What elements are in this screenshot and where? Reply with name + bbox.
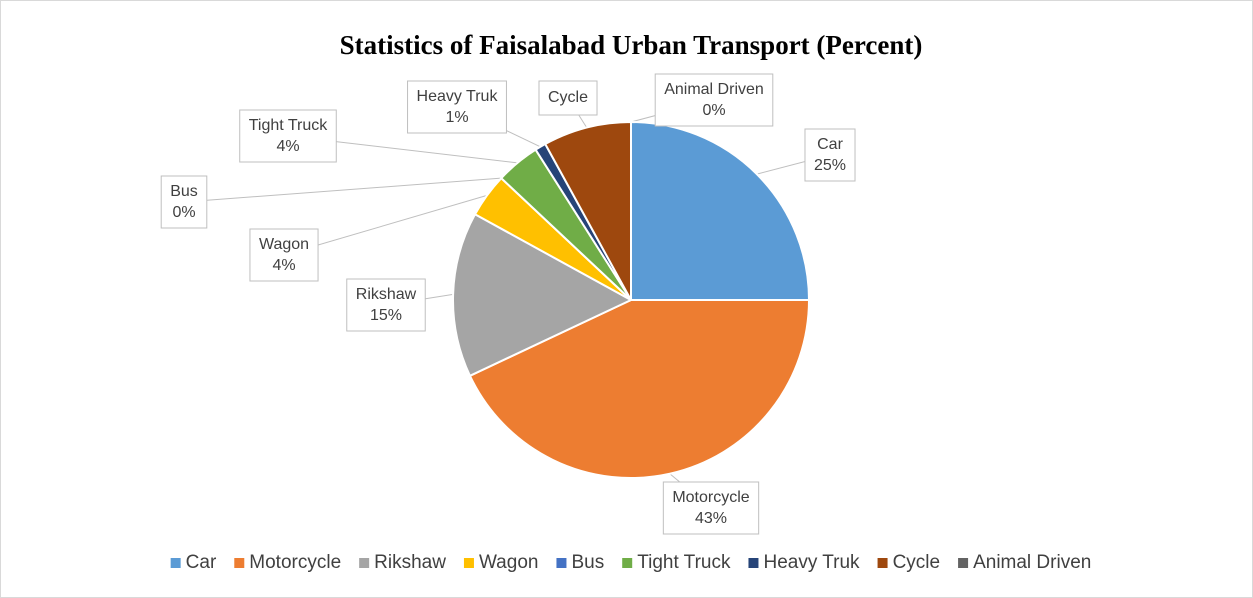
label-name: Wagon xyxy=(259,236,309,253)
legend-label: Wagon xyxy=(479,552,539,573)
legend-swatch xyxy=(463,558,474,568)
legend-label: Rikshaw xyxy=(374,552,446,573)
label-value: 0% xyxy=(172,204,195,221)
legend-swatch xyxy=(622,558,633,568)
label-name: Heavy Truk xyxy=(417,88,499,105)
label-name: Bus xyxy=(170,183,198,200)
legend-label: Motorcycle xyxy=(249,552,341,573)
legend-swatch xyxy=(556,558,567,568)
data-label: Bus 0% xyxy=(160,175,208,229)
label-value: 43% xyxy=(695,510,727,527)
data-label: Heavy Truk 1% xyxy=(407,80,507,134)
label-value: 4% xyxy=(276,138,299,155)
label-box xyxy=(804,128,856,182)
leader-line xyxy=(183,177,502,203)
label-box xyxy=(249,228,319,282)
legend-swatch xyxy=(359,558,370,568)
label-value: 0% xyxy=(702,102,725,119)
label-box xyxy=(407,80,507,134)
label-box xyxy=(538,80,598,116)
label-name: Rikshaw xyxy=(356,286,417,303)
legend-label: Animal Driven xyxy=(973,552,1091,573)
legend-label: Cycle xyxy=(893,552,941,573)
data-label: Car 25% xyxy=(804,128,856,182)
label-box xyxy=(346,278,426,332)
label-box xyxy=(239,109,337,163)
slices xyxy=(452,120,811,479)
label-box xyxy=(160,175,208,229)
legend-swatch xyxy=(170,558,181,568)
label-box xyxy=(654,73,774,127)
legend: Car Motorcycle Rikshaw Wagon Bus Tight Truck H… xyxy=(170,552,1091,573)
legend-swatch xyxy=(958,558,969,568)
legend-label: Tight Truck xyxy=(637,552,731,573)
data-label: Tight Truck 4% xyxy=(239,109,337,163)
data-label: Cycle xyxy=(538,80,598,116)
label-name: Car xyxy=(817,136,843,153)
label-box xyxy=(662,481,760,535)
legend-label: Heavy Truk xyxy=(763,552,860,573)
data-labels: Car 25% Motorcycle 43% Rikshaw 15% Wagon 4% Bus 0… xyxy=(160,73,856,535)
data-label: Rikshaw 15% xyxy=(346,278,426,332)
label-value: 25% xyxy=(814,157,846,174)
data-label: Animal Driven 0% xyxy=(654,73,774,127)
label-name: Tight Truck xyxy=(249,117,329,134)
label-value: 4% xyxy=(272,257,295,274)
pie-slice xyxy=(543,120,632,301)
pie-slice xyxy=(468,299,811,479)
data-label: Wagon 4% xyxy=(249,228,319,282)
label-name: Animal Driven xyxy=(664,81,764,98)
legend-swatch xyxy=(748,558,759,568)
label-name: Cycle xyxy=(548,89,588,106)
label-value: 15% xyxy=(370,307,402,324)
legend-label: Car xyxy=(186,552,217,573)
legend-swatch xyxy=(877,558,888,568)
legend-swatch xyxy=(234,558,245,568)
data-label: Motorcycle 43% xyxy=(662,481,760,535)
pie-slice xyxy=(452,212,634,378)
legend-label: Bus xyxy=(571,552,604,573)
label-value: 1% xyxy=(445,109,468,126)
label-name: Motorcycle xyxy=(672,489,749,506)
chart-title: Statistics of Faisalabad Urban Transport… xyxy=(340,30,923,60)
